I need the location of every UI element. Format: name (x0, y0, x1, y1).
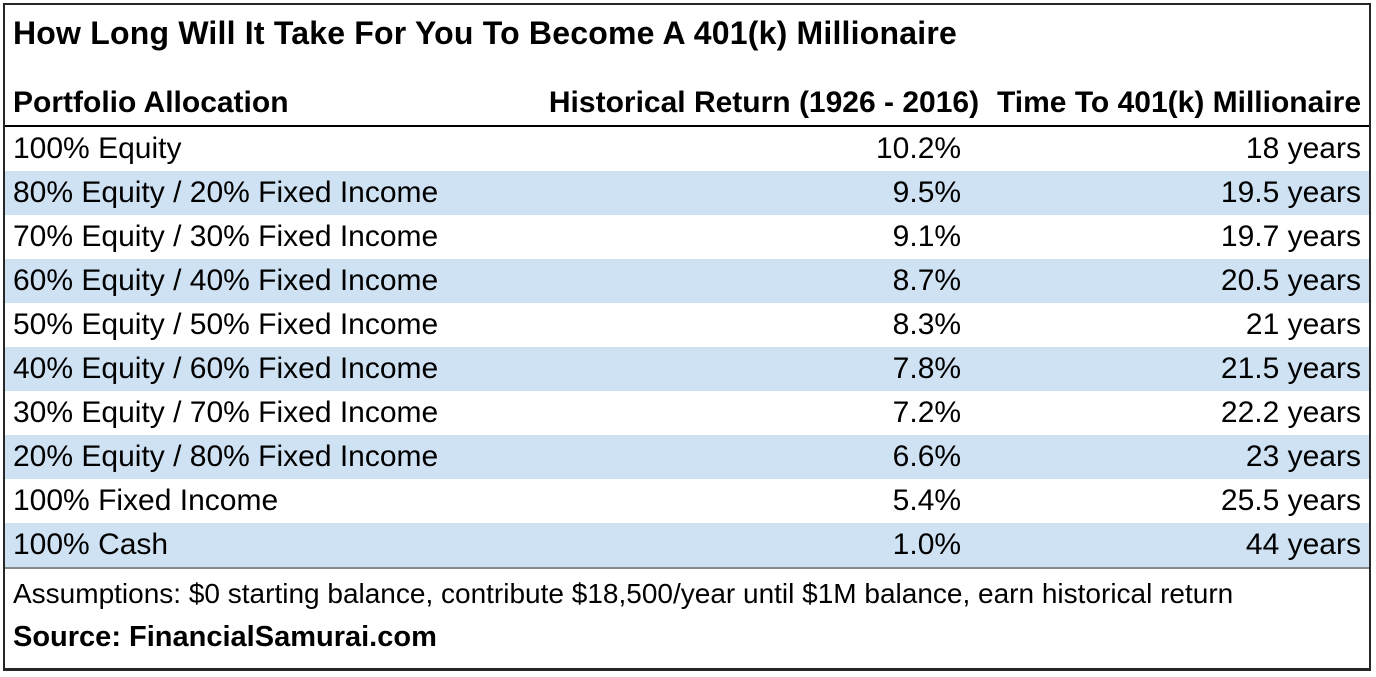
return-cell: 1.0% (509, 523, 988, 567)
return-cell: 5.4% (892, 484, 962, 517)
time-cell: 25.5 years (1220, 484, 1361, 517)
header-row: Portfolio Allocation Historical Return (… (5, 81, 1369, 127)
allocation-cell: 100% Fixed Income (13, 484, 279, 517)
time-cell: 21 years (1245, 308, 1361, 341)
return-cell: 8.3% (892, 308, 962, 341)
table-row: 30% Equity / 70% Fixed Income 7.2% 22.2 ye… (5, 391, 1369, 435)
time-cell: 21.5 years (987, 347, 1369, 391)
return-cell: 10.2% (875, 132, 962, 165)
time-cell: 19.5 years (987, 171, 1369, 215)
allocation-cell: 20% Equity / 80% Fixed Income (5, 435, 510, 479)
allocation-cell: 40% Equity / 60% Fixed Income (5, 347, 510, 391)
return-cell: 8.7% (509, 259, 988, 303)
allocation-cell: 70% Equity / 30% Fixed Income (13, 220, 439, 253)
allocation-table: Portfolio Allocation Historical Return (… (5, 81, 1369, 567)
col-header-historical-return: Historical Return (1926 - 2016) (509, 81, 988, 127)
time-cell: 19.7 years (1220, 220, 1361, 253)
return-cell: 6.6% (509, 435, 988, 479)
allocation-cell: 60% Equity / 40% Fixed Income (5, 259, 510, 303)
allocation-cell: 100% Cash (5, 523, 510, 567)
table-row: 100% Fixed Income 5.4% 25.5 years (5, 479, 1369, 523)
table-body: 100% Equity 10.2% 18 years 80% Equity / 20%… (5, 126, 1369, 567)
assumptions-note: Assumptions: $0 starting balance, contri… (5, 567, 1369, 619)
col-header-portfolio-allocation: Portfolio Allocation (5, 81, 510, 127)
table-frame: How Long Will It Take For You To Become … (3, 3, 1371, 671)
table-row: 70% Equity / 30% Fixed Income 9.1% 19.7 ye… (5, 215, 1369, 259)
allocation-cell: 100% Equity (13, 132, 182, 165)
table-row: 20% Equity / 80% Fixed Income 6.6% 23 year… (5, 435, 1369, 479)
table-row: 60% Equity / 40% Fixed Income 8.7% 20.5 ye… (5, 259, 1369, 303)
allocation-cell: 80% Equity / 20% Fixed Income (5, 171, 510, 215)
time-cell: 23 years (987, 435, 1369, 479)
allocation-cell: 30% Equity / 70% Fixed Income (13, 396, 439, 429)
time-cell: 18 years (1245, 132, 1361, 165)
table-row: 50% Equity / 50% Fixed Income 8.3% 21 year… (5, 303, 1369, 347)
return-cell: 9.5% (509, 171, 988, 215)
return-cell: 7.8% (509, 347, 988, 391)
time-cell: 44 years (987, 523, 1369, 567)
allocation-cell: 50% Equity / 50% Fixed Income (13, 308, 439, 341)
table-row: 80% Equity / 20% Fixed Income 9.5% 19.5 ye… (5, 171, 1369, 215)
table-row: 100% Cash 1.0% 44 years (5, 523, 1369, 567)
col-header-time-to-millionaire: Time To 401(k) Millionaire (987, 81, 1369, 127)
table-title: How Long Will It Take For You To Become … (13, 15, 957, 51)
table-row: 100% Equity 10.2% 18 years (5, 126, 1369, 171)
time-cell: 22.2 years (1220, 396, 1361, 429)
return-cell: 7.2% (892, 396, 962, 429)
source-credit: Source: FinancialSamurai.com (13, 621, 437, 653)
time-cell: 20.5 years (987, 259, 1369, 303)
table-row: 40% Equity / 60% Fixed Income 7.8% 21.5 ye… (5, 347, 1369, 391)
return-cell: 9.1% (892, 220, 962, 253)
